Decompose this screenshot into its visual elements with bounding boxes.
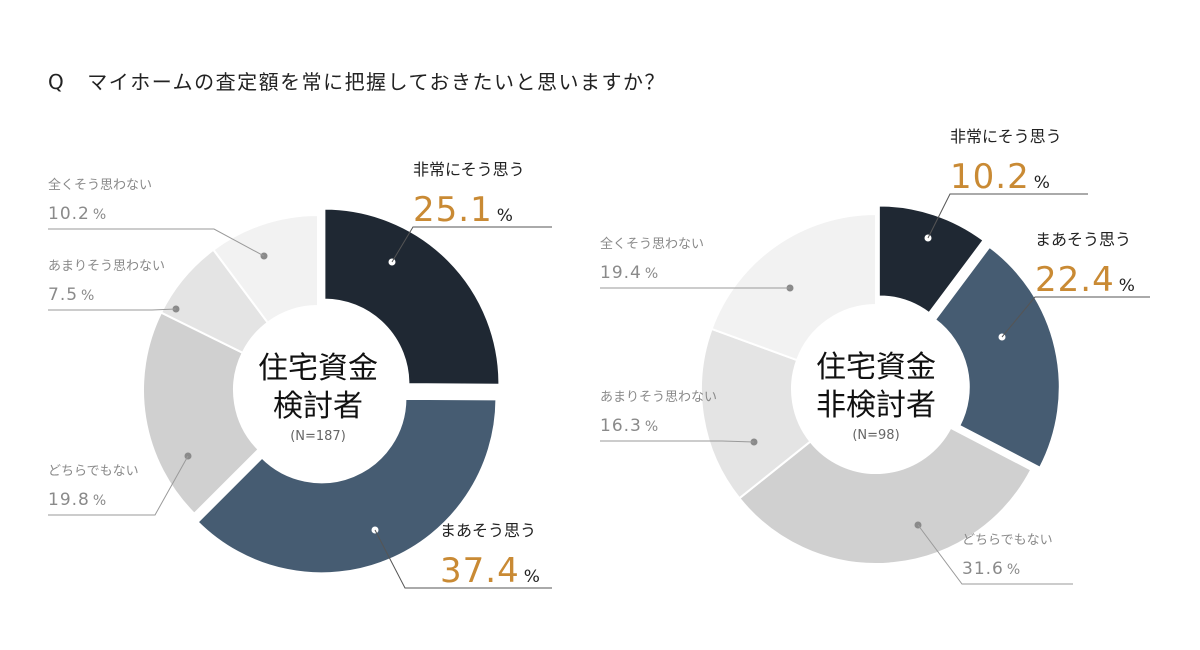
slice-unit-label: % <box>645 419 658 435</box>
slice-unit-label: % <box>81 288 94 304</box>
slice-category-label: あまりそう思わない <box>48 259 165 274</box>
slice-value-label: 25.1 <box>413 190 493 230</box>
slice-unit-label: % <box>93 493 106 509</box>
donut-slice-1-1 <box>323 207 501 386</box>
donut-slice-1-2 <box>196 397 498 575</box>
donut-slice-1-5 <box>211 213 319 325</box>
donut-slice-1-3 <box>142 311 261 516</box>
question-text: マイホームの査定額を常に把握しておきたいと思いますか？ <box>87 70 666 94</box>
slice-category-label: 非常にそう思う <box>413 160 525 179</box>
leader-line-1-4 <box>48 308 177 311</box>
slice-category-label: まあそう思う <box>1035 230 1131 249</box>
leader-line-1-2 <box>374 529 552 589</box>
sample-size-label: (N=98) <box>852 428 899 443</box>
leader-line-1-5 <box>48 228 265 257</box>
slice-value-label: 22.4 <box>1035 260 1115 300</box>
slice-value-label: 16.3 <box>600 416 642 436</box>
slice-value-label: 37.4 <box>440 551 520 591</box>
slice-value-label: 19.8 <box>48 490 90 510</box>
center-label-line-1: 住宅資金 <box>816 350 936 385</box>
center-label-line-1: 住宅資金 <box>258 351 378 386</box>
callout-dot-1-5 <box>260 252 268 260</box>
leader-line-1-3 <box>48 455 189 516</box>
center-label-line-2: 検討者 <box>273 389 363 424</box>
center-label-line-2: 非検討者 <box>816 388 936 423</box>
sample-size-label: (N=187) <box>290 429 346 444</box>
slice-value-label: 19.4 <box>600 263 642 283</box>
slice-unit-label: % <box>524 567 540 587</box>
donut-slice-2-2 <box>933 245 1061 470</box>
slice-category-label: まあそう思う <box>440 521 536 540</box>
slice-value-label: 7.5 <box>48 285 78 305</box>
slice-category-label: どちらでもない <box>48 464 139 479</box>
slice-category-label: あまりそう思わない <box>600 390 717 405</box>
leader-line-2-4 <box>600 440 755 443</box>
leader-line-2-3 <box>917 524 1073 585</box>
slice-value-label: 31.6 <box>962 559 1004 579</box>
question-heading: Q マイホームの査定額を常に把握しておきたいと思いますか？ <box>48 66 666 95</box>
donut-slice-2-3 <box>737 426 1033 565</box>
slice-unit-label: % <box>1034 173 1050 193</box>
leader-line-1-1 <box>391 226 552 263</box>
donut-slice-2-4 <box>700 327 812 500</box>
slice-unit-label: % <box>1119 276 1135 296</box>
slice-unit-label: % <box>497 206 513 226</box>
slice-unit-label: % <box>645 266 658 282</box>
donut-slice-2-1 <box>877 204 985 315</box>
question-marker: Q <box>48 70 66 94</box>
donut-slice-2-5 <box>710 212 877 362</box>
slice-value-label: 10.2 <box>950 157 1030 197</box>
slice-category-label: 全くそう思わない <box>600 236 704 252</box>
slice-category-label: どちらでもない <box>962 533 1053 548</box>
leader-line-2-1 <box>927 193 1088 239</box>
leader-line-2-2 <box>1001 296 1150 338</box>
slice-value-label: 10.2 <box>48 204 90 224</box>
slice-unit-label: % <box>1007 562 1020 578</box>
slice-category-label: 全くそう思わない <box>48 177 152 193</box>
slice-category-label: 非常にそう思う <box>950 127 1062 146</box>
slice-unit-label: % <box>93 207 106 223</box>
